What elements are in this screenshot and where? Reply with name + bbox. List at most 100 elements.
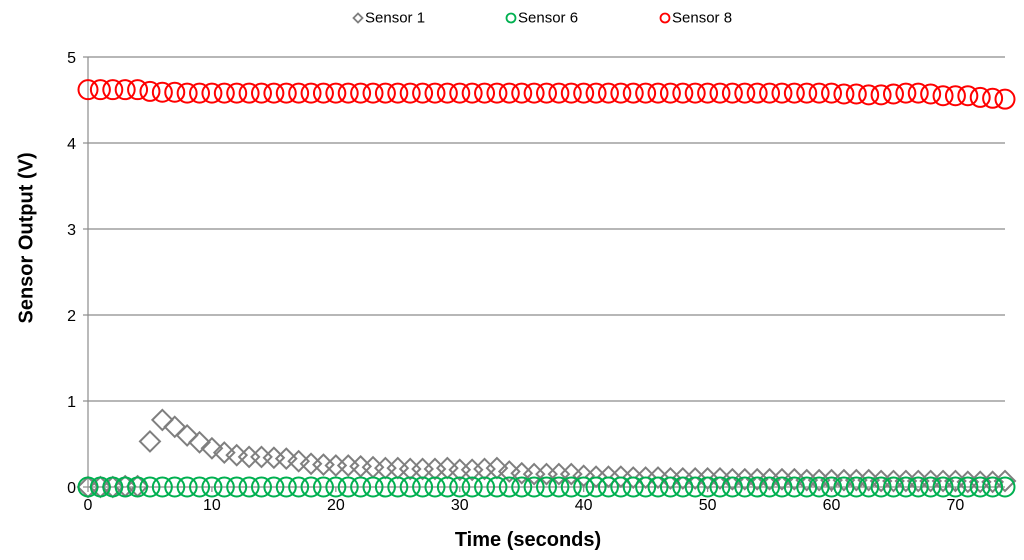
data-point — [361, 455, 385, 479]
data-point — [201, 476, 223, 498]
data-point — [201, 82, 223, 104]
axes — [83, 56, 1005, 492]
data-point — [821, 82, 843, 104]
y-tick-label: 3 — [67, 222, 76, 239]
x-tick-label: 20 — [327, 497, 345, 514]
data-point — [350, 476, 372, 498]
data-point — [175, 423, 199, 447]
data-point — [350, 82, 372, 104]
x-tick-label: 10 — [203, 497, 221, 514]
data-point — [907, 476, 929, 498]
data-point — [449, 476, 471, 498]
data-point — [684, 476, 706, 498]
data-point — [460, 458, 484, 482]
legend-marker-circle-icon — [505, 12, 517, 24]
legend-marker-diamond-icon — [352, 12, 364, 24]
data-point — [523, 82, 545, 104]
data-point — [189, 82, 211, 104]
data-point — [461, 82, 483, 104]
data-point — [560, 476, 582, 498]
data-point — [697, 476, 719, 498]
data-point — [238, 476, 260, 498]
data-point — [336, 454, 360, 477]
data-point — [288, 82, 310, 104]
data-point — [721, 82, 743, 104]
data-point — [585, 82, 607, 104]
data-point — [150, 408, 174, 432]
data-point — [386, 456, 410, 480]
data-point — [845, 83, 867, 105]
data-point — [387, 476, 409, 498]
data-point — [474, 476, 496, 498]
data-point — [312, 453, 335, 477]
data-point — [424, 82, 446, 104]
data-point — [275, 476, 297, 498]
data-point — [138, 430, 162, 453]
data-point — [151, 476, 173, 498]
legend-item-series-1: Sensor 6 — [505, 9, 578, 27]
data-point — [274, 447, 298, 471]
data-point — [250, 476, 272, 498]
data-point — [672, 476, 694, 498]
data-point — [932, 476, 954, 498]
legend-item-series-2: Sensor 8 — [659, 9, 732, 27]
data-point — [895, 476, 917, 498]
data-point — [895, 82, 917, 104]
data-point — [622, 82, 644, 104]
data-point — [337, 82, 359, 104]
data-point — [226, 476, 248, 498]
data-point — [411, 457, 434, 481]
data-point — [436, 476, 458, 498]
data-point — [89, 476, 111, 498]
data-point — [250, 82, 272, 104]
data-point — [474, 82, 496, 104]
data-point — [127, 476, 149, 498]
data-point — [697, 82, 719, 104]
data-point — [969, 86, 991, 108]
legend-label-series-2: Sensor 8 — [672, 9, 733, 27]
x-tick-label: 30 — [451, 497, 469, 514]
data-point — [536, 82, 557, 104]
x-tick-label: 40 — [575, 497, 593, 514]
data-point — [325, 82, 347, 104]
data-point — [796, 476, 818, 498]
data-point — [300, 82, 322, 104]
data-point — [424, 476, 446, 498]
data-point — [250, 445, 273, 469]
data-point — [573, 476, 595, 498]
data-point — [449, 82, 471, 104]
data-point — [994, 476, 1016, 498]
data-point — [573, 82, 595, 104]
data-point — [324, 454, 348, 477]
data-point — [114, 476, 136, 498]
y-tick-label: 0 — [67, 480, 76, 497]
data-point — [523, 476, 545, 498]
data-point — [759, 476, 781, 498]
data-point — [944, 476, 966, 498]
data-point — [808, 476, 830, 498]
data-point — [77, 476, 99, 498]
data-point — [982, 87, 1004, 109]
data-point — [821, 476, 843, 498]
data-point — [585, 476, 607, 498]
data-point — [312, 476, 334, 498]
data-point — [783, 476, 805, 498]
data-point — [164, 476, 186, 498]
data-point — [262, 446, 286, 470]
data-points — [76, 79, 1017, 499]
x-tick-label: 70 — [947, 497, 965, 514]
data-point — [163, 415, 187, 439]
data-point — [597, 476, 619, 498]
data-point — [969, 476, 991, 498]
data-point — [139, 80, 161, 102]
data-point — [721, 476, 743, 498]
data-point — [833, 83, 855, 105]
data-point — [362, 476, 384, 498]
data-point — [200, 436, 224, 460]
data-point — [560, 82, 582, 104]
y-tick-label: 4 — [67, 136, 76, 153]
data-point — [548, 82, 570, 104]
data-point — [114, 79, 136, 101]
data-point — [610, 476, 632, 498]
data-point — [263, 476, 285, 498]
